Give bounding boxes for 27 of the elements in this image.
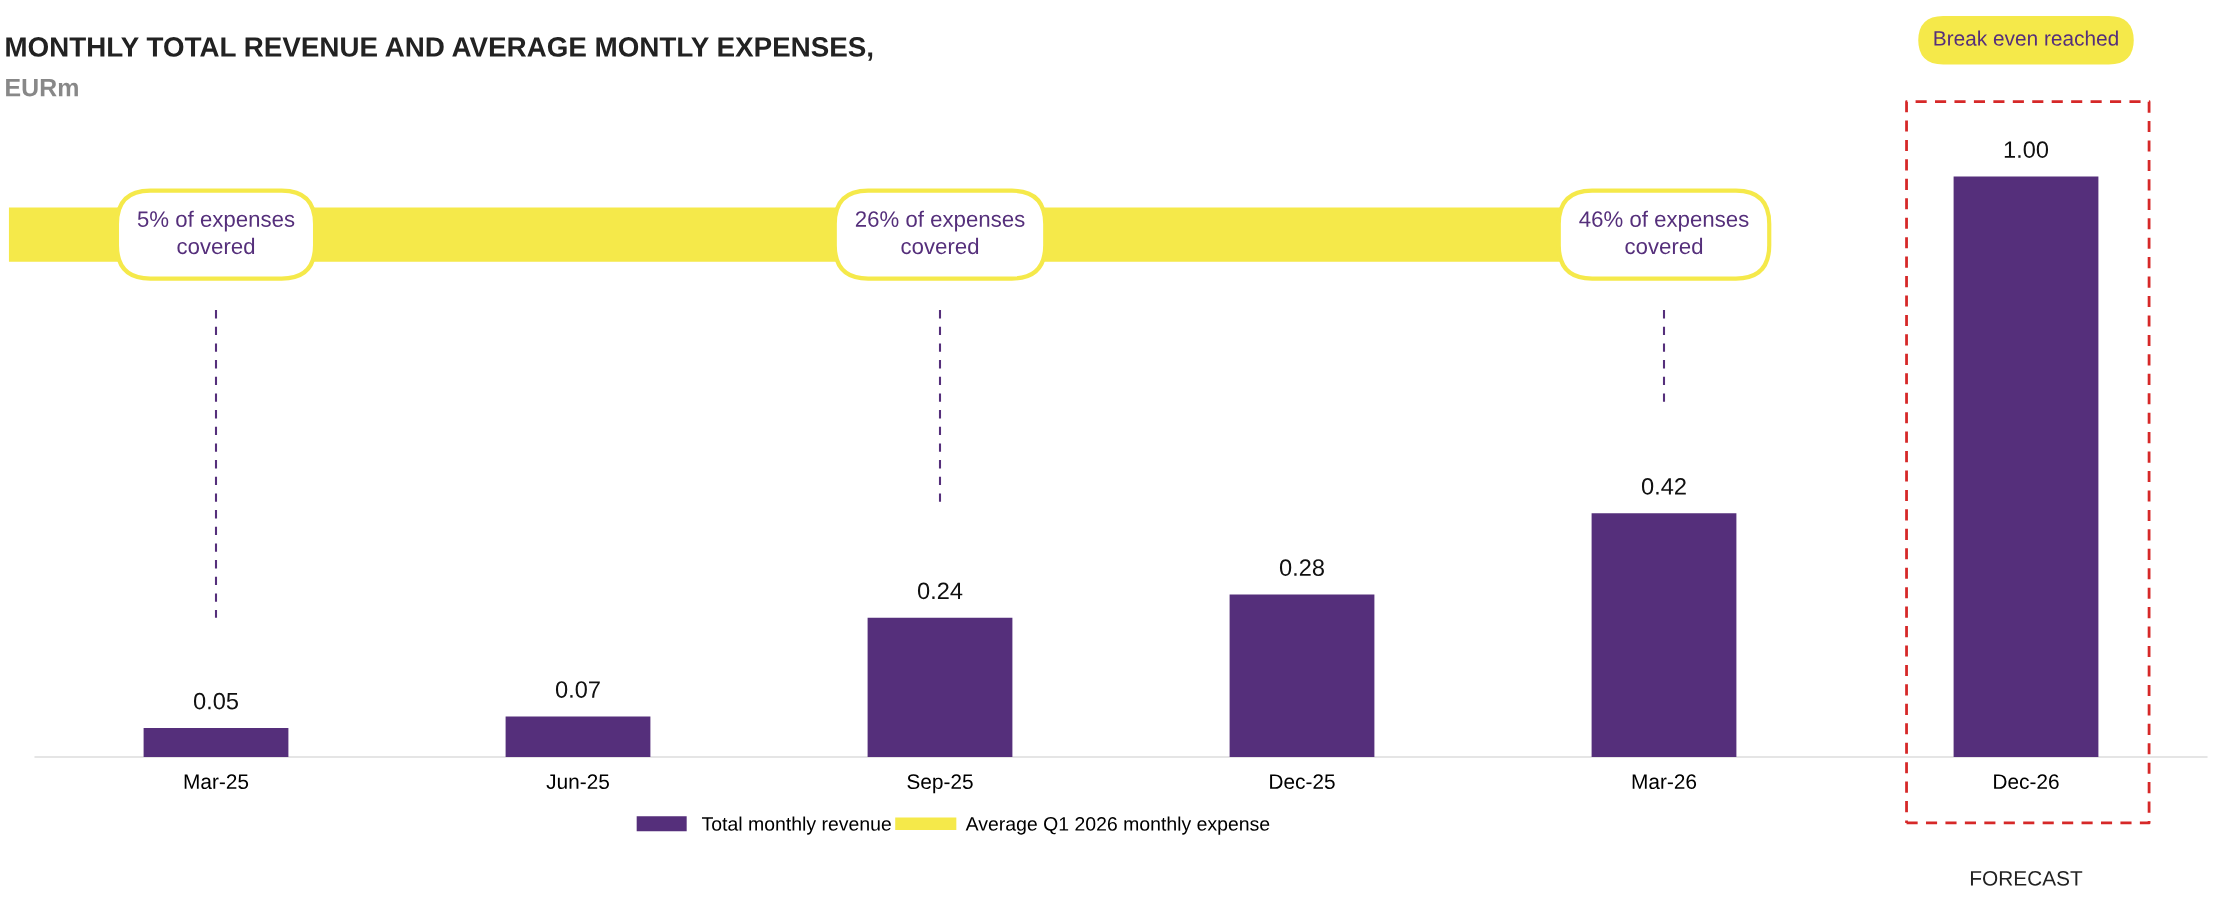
legend-label: Total monthly revenue bbox=[701, 816, 891, 835]
data-label: 1.00 bbox=[2004, 141, 2049, 158]
x-tick-label: Dec-25 bbox=[1270, 774, 1335, 790]
data-label: 0.24 bbox=[917, 582, 963, 600]
x-tick-label: Sep-25 bbox=[907, 774, 973, 794]
data-label: 0.07 bbox=[555, 681, 600, 698]
bar bbox=[867, 617, 1013, 758]
chart-subtitle: EURm bbox=[6, 78, 78, 97]
bar bbox=[143, 728, 289, 758]
data-label: 0.28 bbox=[1279, 559, 1324, 576]
bar bbox=[1953, 176, 2099, 758]
annotation: 46% of expenses covered bbox=[1579, 210, 1749, 255]
bar bbox=[505, 716, 651, 758]
x-tick-label: Dec-26 bbox=[1994, 774, 2059, 790]
legend-label: Average Q1 2026 monthly expense bbox=[965, 816, 1270, 835]
x-tick-label: Mar-25 bbox=[184, 774, 249, 790]
data-label: 0.42 bbox=[1641, 477, 1686, 495]
data-label: 0.05 bbox=[193, 692, 238, 710]
bar bbox=[1591, 513, 1737, 758]
chart-title: MONTHLY TOTAL REVENUE AND AVERAGE MONTLY EXPENSES, bbox=[6, 37, 873, 61]
annotation: 26% of expenses covered bbox=[855, 210, 1025, 255]
bar bbox=[1229, 594, 1375, 758]
annotation: 5% of expenses covered bbox=[137, 210, 295, 255]
text: FORECAST bbox=[1970, 870, 2083, 886]
x-tick-label: Mar-26 bbox=[1632, 774, 1697, 790]
text: Break even reached bbox=[1934, 30, 2118, 46]
x-tick-label: Jun-25 bbox=[546, 774, 609, 790]
